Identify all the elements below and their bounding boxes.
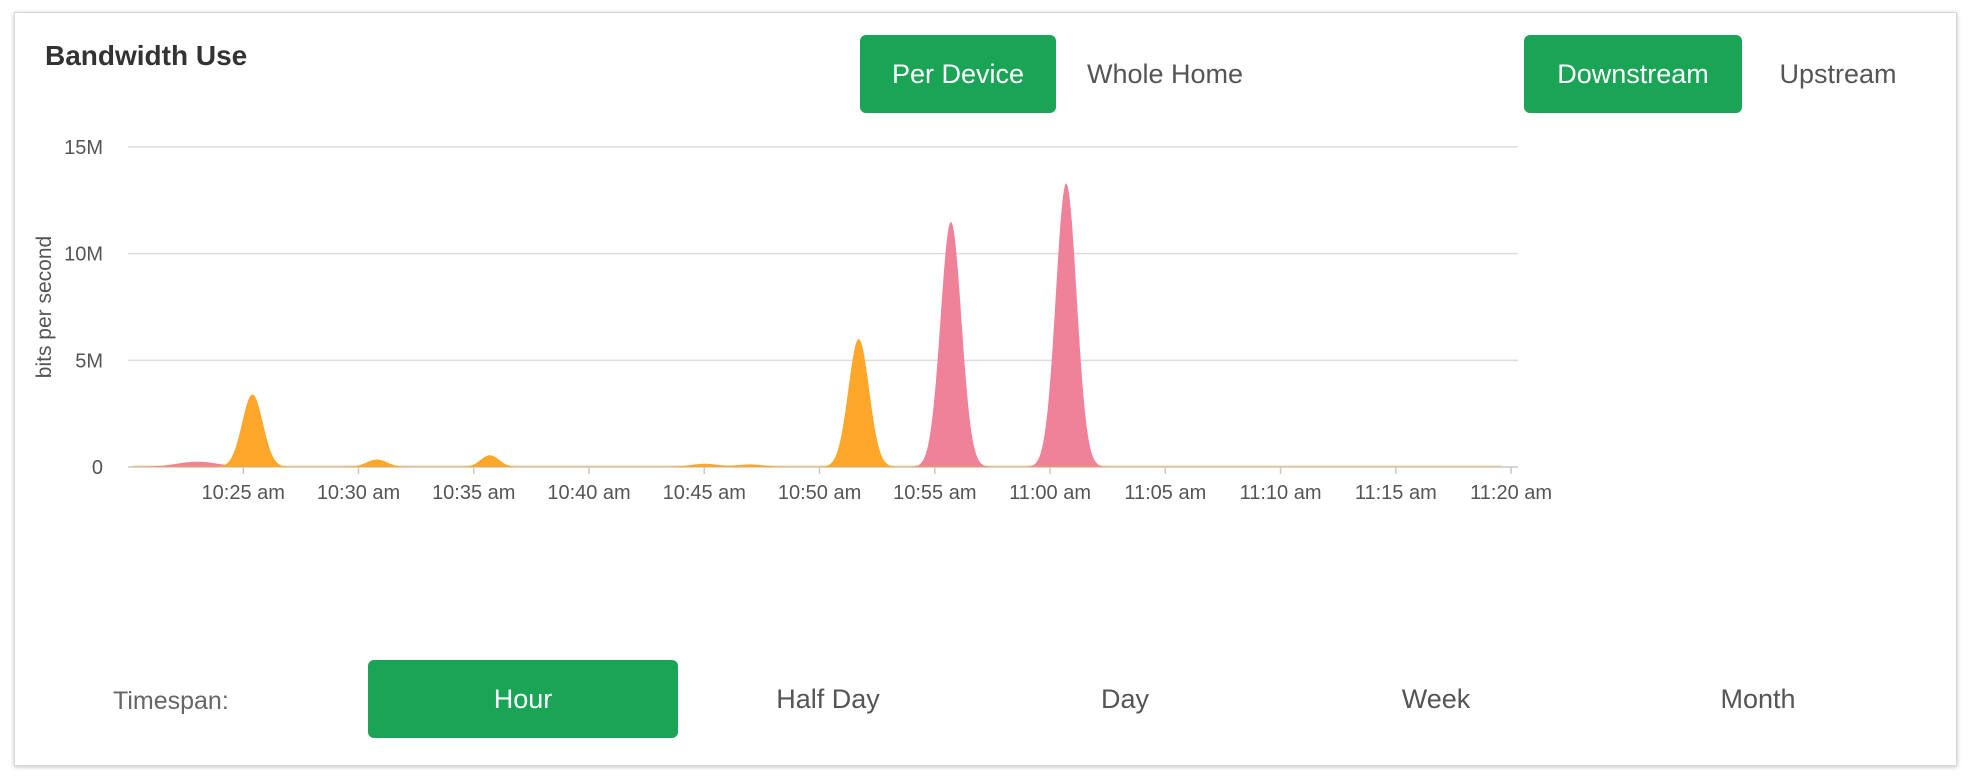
series-area-0 bbox=[132, 183, 1502, 468]
card-title: Bandwidth Use bbox=[45, 40, 248, 71]
y-tick-label: 15M bbox=[64, 137, 103, 159]
x-tick-label: 11:20 am bbox=[1470, 482, 1552, 504]
series-area-1 bbox=[132, 339, 1502, 467]
timespan-month-button[interactable]: Month bbox=[1603, 660, 1913, 738]
timespan-half-day-button[interactable]: Half Day bbox=[673, 660, 983, 738]
timespan-day-button[interactable]: Day bbox=[970, 660, 1280, 738]
x-tick-label: 10:30 am bbox=[317, 482, 400, 504]
whole-home-button[interactable]: Whole Home bbox=[1070, 35, 1260, 113]
bandwidth-card: Bandwidth Use Per Device Whole Home Down… bbox=[14, 12, 1957, 766]
chart-axes: 0 5M 10M 15M 10:25 am 10:30 am 10:35 am 10:40 a… bbox=[64, 137, 1552, 504]
x-tick-label: 11:05 am bbox=[1124, 482, 1206, 504]
chart-series bbox=[132, 183, 1502, 468]
x-tick-label: 10:55 am bbox=[893, 482, 976, 504]
x-tick-label: 11:15 am bbox=[1355, 482, 1437, 504]
x-tick-label: 10:40 am bbox=[547, 482, 630, 504]
upstream-button[interactable]: Upstream bbox=[1753, 35, 1923, 113]
bandwidth-chart: 0 5M 10M 15M 10:25 am 10:30 am 10:35 am 10:40 a… bbox=[33, 137, 1552, 504]
y-axis-label: bits per second bbox=[33, 236, 56, 378]
y-tick-label: 0 bbox=[92, 457, 103, 479]
downstream-button[interactable]: Downstream bbox=[1524, 35, 1742, 113]
timespan-label: Timespan: bbox=[113, 687, 229, 715]
x-tick-label: 10:25 am bbox=[202, 482, 285, 504]
x-tick-label: 10:45 am bbox=[663, 482, 746, 504]
y-tick-label: 5M bbox=[75, 350, 103, 372]
x-tick-label: 10:35 am bbox=[432, 482, 515, 504]
timespan-hour-button[interactable]: Hour bbox=[368, 660, 678, 738]
timespan-week-button[interactable]: Week bbox=[1281, 660, 1591, 738]
x-tick-label: 11:10 am bbox=[1240, 482, 1322, 504]
x-tick-label: 11:00 am bbox=[1009, 482, 1091, 504]
per-device-button[interactable]: Per Device bbox=[860, 35, 1056, 113]
y-tick-label: 10M bbox=[64, 244, 103, 266]
x-tick-label: 10:50 am bbox=[778, 482, 861, 504]
chart-grid bbox=[128, 146, 1518, 468]
